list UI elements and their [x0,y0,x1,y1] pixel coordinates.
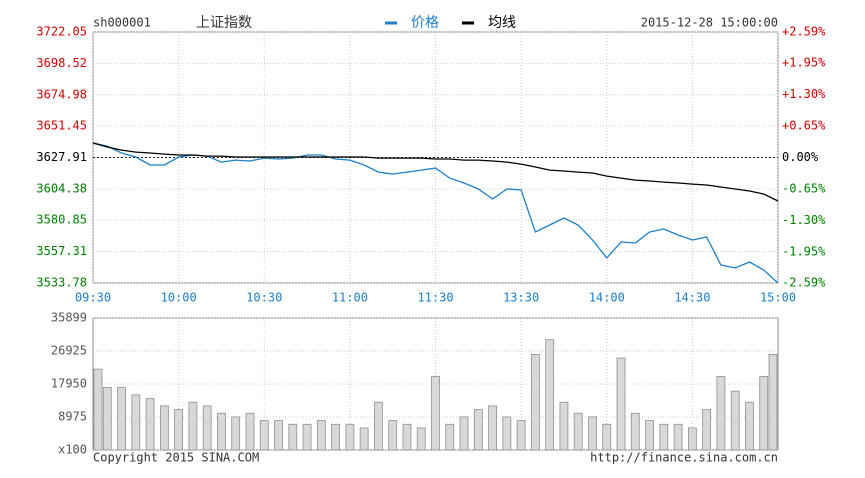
x-tick-label: 10:00 [161,291,197,305]
volume-bar [131,394,141,451]
series-line [92,142,779,202]
volume-bar [217,412,226,451]
volume-bar [459,416,469,451]
y2-tick-label: +1.30% [782,87,826,101]
x-tick-label: 11:30 [417,291,453,305]
y-tick-label: 3674.98 [36,87,87,101]
volume-bar [245,412,255,451]
y-tick-label: 3557.31 [36,244,87,258]
volume-bar [673,423,683,451]
volume-bar [488,405,497,451]
volume-bar [745,401,754,451]
volume-bar [202,405,212,451]
y-tick-label: 3651.45 [36,119,87,133]
stock-name: 上证指数 [196,15,252,31]
y-tick-label: 35899 [51,311,87,325]
copyright: Copyright 2015 SINA.COM [93,451,259,465]
volume-bar [231,416,241,451]
volume-bar [473,409,483,451]
y2-tick-label: +1.95% [782,56,826,70]
volume-bar [588,416,597,451]
volume-bar [359,427,369,451]
y-tick-label: 3533.78 [36,276,87,290]
y-tick-label: 3698.52 [36,56,87,70]
y2-tick-label: -0.65% [782,181,826,195]
legend-label: 价格 [411,15,439,31]
y-tick-label: 8975 [58,409,87,423]
volume-bar [545,339,555,451]
volume-bar [102,387,112,451]
volume-bar [159,405,169,451]
volume-bar [331,423,341,451]
volume-bar [188,401,198,451]
volume-bar [288,423,298,451]
volume-bar [716,376,726,451]
volume-bar [559,401,569,451]
volume-bar [573,412,583,451]
volume-bar [431,376,440,451]
volume-bar [516,420,526,451]
x-tick-label: 14:00 [589,291,625,305]
datetime: 2015-12-28 15:00:00 [641,16,778,30]
x-tick-label: 10:30 [246,291,282,305]
volume-bar [630,412,640,451]
x-tick-label: 14:30 [674,291,710,305]
volume-bar [416,427,426,451]
volume-bar [602,423,612,451]
x-tick-label: 13:30 [503,291,539,305]
y-tick-label: 17950 [51,376,87,390]
volume-bar [445,423,455,451]
volume-bar [302,423,312,451]
volume-bar [274,420,283,451]
volume-bar [530,353,540,451]
volume-bar [759,376,769,451]
y-tick-label: 3627.91 [36,150,87,164]
volume-bar [117,387,126,451]
volume-bar [730,390,740,451]
volume-bar [316,420,326,451]
volume-bar [687,427,697,451]
volume-bar [616,357,626,451]
y2-tick-label: -2.59% [782,276,826,290]
volume-bar [93,368,103,451]
y2-tick-label: -1.30% [782,213,826,227]
y-tick-label: 3604.38 [36,181,87,195]
stock-code: sh000001 [93,16,151,30]
legend-label: 均线 [488,15,516,31]
volume-bar [659,423,669,451]
y-tick-label: 26925 [51,343,87,357]
y2-tick-label: +2.59% [782,25,826,39]
volume-bar [174,409,184,451]
y-tick-label: 3722.05 [36,25,87,39]
volume-bar [402,423,412,451]
volume-bar [145,398,155,451]
volume-bar [502,416,512,451]
volume-bar [645,420,654,451]
volume-bar [345,423,355,451]
y2-tick-label: +0.65% [782,119,826,133]
x-tick-label: 11:00 [332,291,368,305]
volume-bar [768,353,778,451]
y2-tick-label: -1.95% [782,244,826,258]
x-tick-label: 09:30 [75,291,111,305]
x-tick-label: 15:00 [760,291,796,305]
y-tick-label: 3580.85 [36,213,87,227]
volume-bar [259,420,269,451]
source-url: http://finance.sina.com.cn [590,451,778,465]
volume-bar [388,420,398,451]
y2-tick-label: 0.00% [782,150,819,164]
volume-bar [702,409,712,451]
y-tick-label: x100 [58,443,87,457]
volume-bar [374,401,383,451]
